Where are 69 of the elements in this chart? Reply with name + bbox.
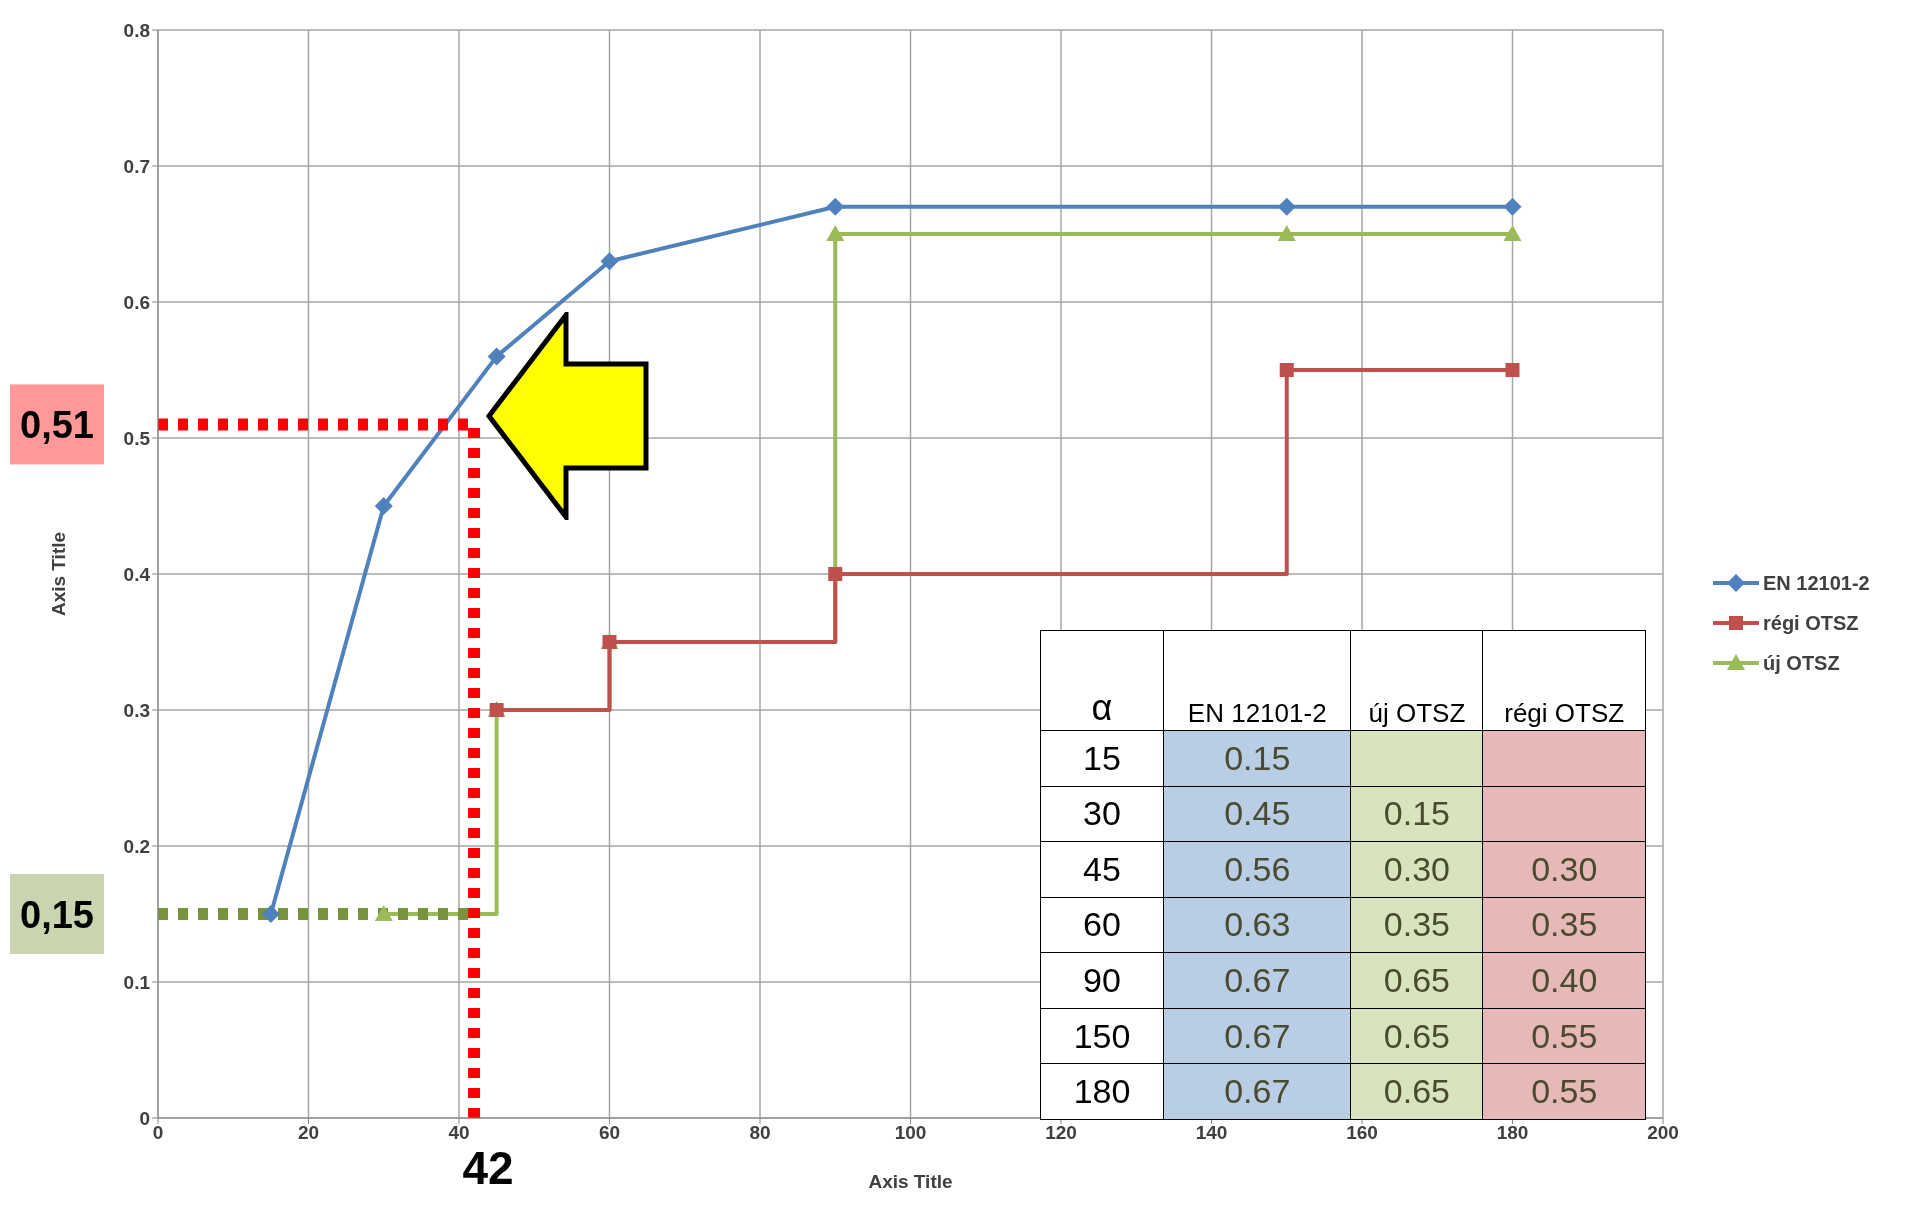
x-tick-label: 60 xyxy=(598,1122,621,1144)
y-tick-label: 0.8 xyxy=(123,19,150,41)
x-tick-label: 20 xyxy=(297,1122,320,1144)
y-tick-label: 0.6 xyxy=(123,291,150,313)
data-label: 0.65 xyxy=(1350,952,1483,1009)
point xyxy=(1503,197,1522,216)
data-label: 0.67 xyxy=(1163,952,1351,1009)
point xyxy=(261,905,280,923)
x-tick-label: új OTSZ xyxy=(1350,630,1483,731)
y-tick-label: 60 xyxy=(1040,897,1164,953)
data-label: 0.67 xyxy=(1163,1063,1351,1120)
data-label: 0.65 xyxy=(1350,1063,1483,1120)
y-tick-label: 0 xyxy=(139,1107,150,1129)
x-tick-label: 140 xyxy=(1195,1122,1228,1144)
y-tick-label: 0.7 xyxy=(123,155,150,177)
data-label: 0.30 xyxy=(1350,841,1483,898)
y-tick-label: 0.4 xyxy=(123,563,151,585)
data-label: 0.55 xyxy=(1482,1063,1646,1120)
ref-line-label: 42 xyxy=(462,1142,514,1194)
x-tick-label: 160 xyxy=(1346,1122,1378,1144)
ref-line-label: 0,15 xyxy=(20,894,94,936)
data-label: 0.55 xyxy=(1482,1008,1646,1064)
x-tick-label: 100 xyxy=(894,1122,927,1144)
point xyxy=(600,252,619,271)
y-axis-title: Axis Title xyxy=(47,531,69,617)
point xyxy=(1277,225,1296,241)
data-label: 0.15 xyxy=(1350,786,1483,842)
y-tick-label: 0.2 xyxy=(123,835,150,857)
x-tick-label: 180 xyxy=(1496,1122,1529,1144)
data-label: 0.35 xyxy=(1482,897,1646,953)
point xyxy=(487,347,506,366)
point xyxy=(826,197,845,216)
point xyxy=(1277,197,1296,216)
y-tick-label: 45 xyxy=(1040,841,1164,898)
x-tick-label: 200 xyxy=(1647,1122,1679,1144)
x-axis-title: Axis Title xyxy=(868,1171,953,1192)
data-label: 0.30 xyxy=(1482,841,1646,898)
y-tick-label: 30 xyxy=(1040,786,1164,842)
point xyxy=(1505,363,1520,377)
data-label: 0.65 xyxy=(1350,1008,1483,1064)
x-tick-label: 120 xyxy=(1045,1122,1077,1144)
point xyxy=(1279,363,1294,377)
x-tick-label: régi OTSZ xyxy=(1482,630,1646,731)
ref-line-label: 0,51 xyxy=(20,404,94,447)
y-tick-label: 0.5 xyxy=(123,427,151,449)
y-tick-label: 15 xyxy=(1040,730,1164,787)
point xyxy=(374,905,393,921)
y-tick-label: 90 xyxy=(1040,952,1164,1009)
point xyxy=(828,567,843,581)
point xyxy=(1503,225,1522,241)
point xyxy=(826,225,845,241)
legend-label: új OTSZ xyxy=(1763,651,1840,675)
x-tick-label: EN 12101-2 xyxy=(1163,630,1351,731)
data-label: 0.56 xyxy=(1163,841,1351,898)
data-label: 0.45 xyxy=(1163,786,1351,842)
point xyxy=(374,497,393,515)
x-tick-label: 40 xyxy=(448,1122,470,1144)
legend-label: régi OTSZ xyxy=(1763,611,1859,635)
legend-label: EN 12101-2 xyxy=(1763,571,1870,595)
y-tick-label: 0.1 xyxy=(123,971,151,993)
x-tick-label: 80 xyxy=(749,1122,771,1144)
y-axis-title: α xyxy=(1040,630,1164,731)
data-label: 0.67 xyxy=(1163,1008,1351,1064)
data-label: 0.15 xyxy=(1163,730,1351,787)
data-label: 0.35 xyxy=(1350,897,1483,953)
data-label: 0.40 xyxy=(1482,952,1646,1009)
data-label: 0.63 xyxy=(1163,897,1351,953)
y-tick-label: 0.3 xyxy=(123,699,150,721)
y-tick-label: 150 xyxy=(1040,1008,1164,1064)
